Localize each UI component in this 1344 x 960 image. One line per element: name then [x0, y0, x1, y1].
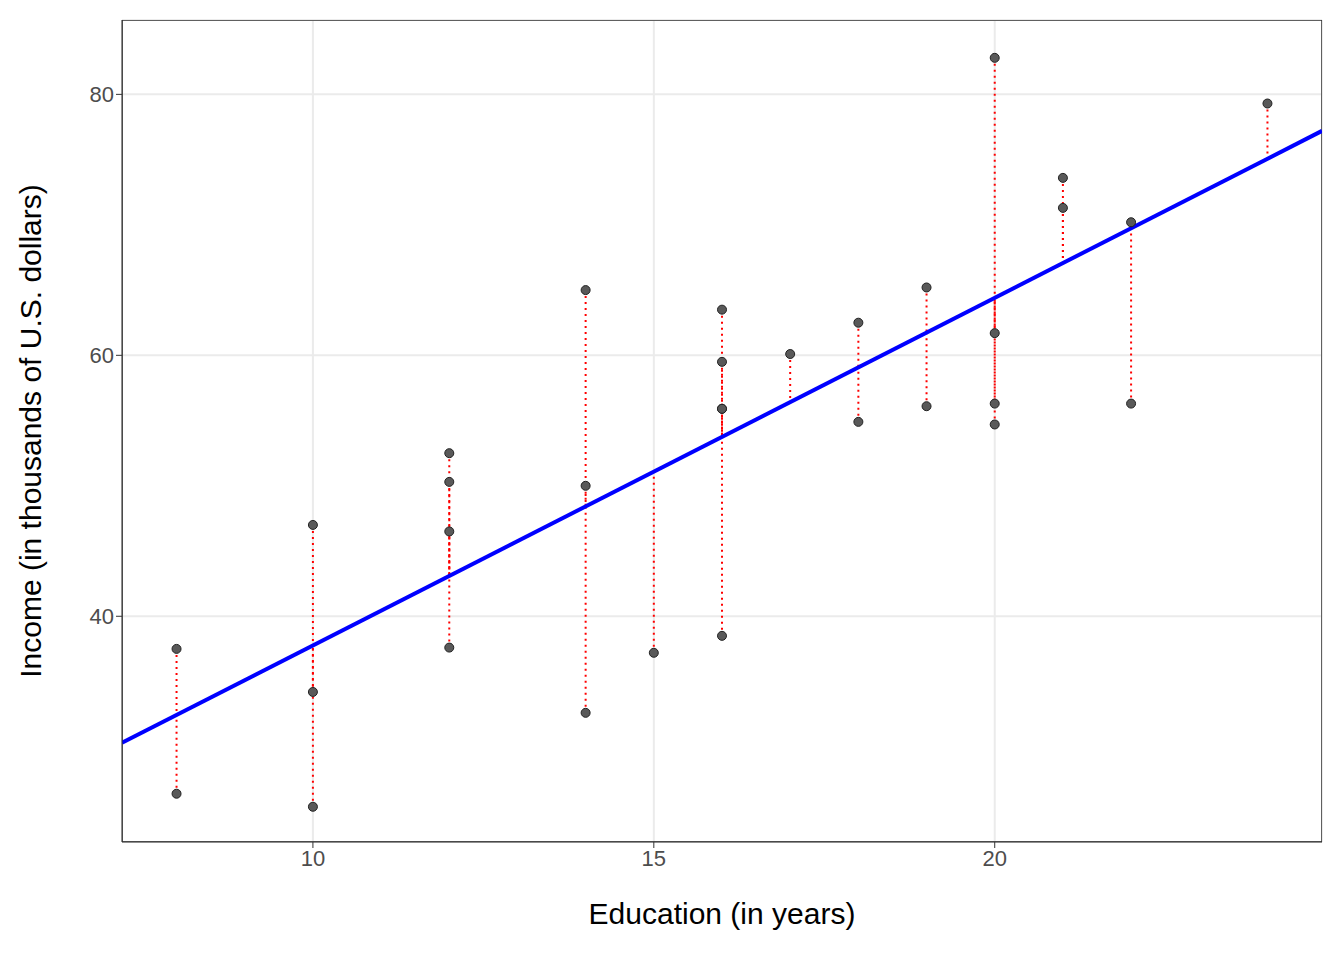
svg-text:80: 80 [90, 82, 114, 107]
svg-text:10: 10 [301, 846, 325, 871]
svg-text:15: 15 [642, 846, 666, 871]
svg-text:Education (in years): Education (in years) [589, 897, 856, 930]
svg-text:40: 40 [90, 604, 114, 629]
svg-text:Income (in thousands of U.S. d: Income (in thousands of U.S. dollars) [14, 184, 47, 678]
svg-text:60: 60 [90, 343, 114, 368]
svg-text:20: 20 [982, 846, 1006, 871]
